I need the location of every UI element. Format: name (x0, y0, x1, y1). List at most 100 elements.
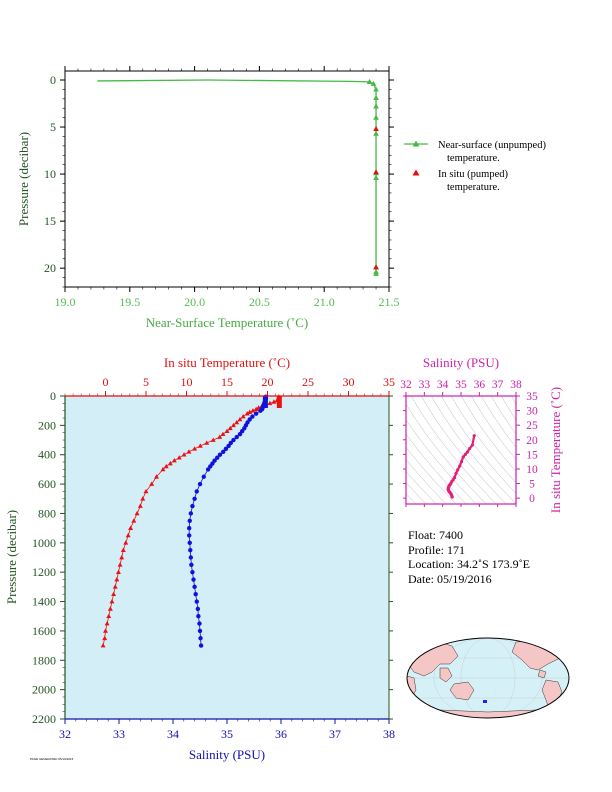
salinity-tick-label: 36 (275, 727, 287, 741)
temperature-tick-label: 25 (302, 375, 314, 389)
salinity-point (250, 414, 255, 419)
temperature-point (220, 431, 226, 436)
temperature-surface-marker (276, 396, 282, 408)
temperature-point (106, 613, 112, 619)
temperature-point (102, 635, 108, 641)
ts-ticks: 32 33 34 35 36 37 38 0 5 10 15 20 25 30 35 (400, 379, 538, 507)
density-contour (406, 446, 457, 504)
temperature-point (234, 419, 240, 425)
ts-point (458, 464, 462, 468)
temperature-point (267, 400, 273, 406)
temperature-point (181, 452, 187, 457)
salinity-point (192, 496, 197, 501)
salinity-point (221, 449, 226, 454)
temperature-point (163, 463, 169, 469)
temperature-point (167, 460, 173, 466)
near-surface-y-tick-label: 15 (44, 214, 56, 228)
pressure-tick-label: 1200 (32, 565, 56, 579)
temperature-point (256, 405, 262, 410)
salinity-point (193, 592, 198, 597)
salinity-point (190, 503, 195, 509)
temperature-point (160, 466, 166, 472)
ts-y-tick-label: 0 (529, 493, 535, 505)
salinity-point (187, 533, 192, 538)
temperature-point (109, 598, 115, 604)
map-outline (406, 637, 570, 719)
near-surface-frame (64, 70, 390, 288)
near-surface-data (97, 78, 379, 276)
ts-density-contours (406, 396, 516, 504)
ts-point (456, 468, 460, 472)
legend: Near-surface (unpumped) temperature. In … (404, 140, 546, 193)
temperature-point (224, 428, 230, 434)
ts-point (470, 443, 474, 447)
near-surface-y-tick-label: 20 (44, 261, 56, 275)
temperature-point (271, 399, 277, 404)
in-situ-point (373, 169, 379, 175)
ts-point (465, 450, 470, 454)
temperature-point (171, 458, 177, 463)
ts-x-tick-label: 38 (510, 379, 522, 391)
salinity-surface-marker (262, 396, 268, 408)
near-surface-point (373, 94, 379, 100)
temperature-point (134, 510, 140, 516)
ts-x-tick-label: 33 (419, 379, 431, 391)
ts-x-tick-label: 35 (455, 379, 467, 391)
ts-y-tick-label: 5 (529, 479, 535, 491)
salinity-point (197, 628, 203, 634)
pressure-tick-label: 0 (50, 389, 56, 403)
density-contour (461, 396, 516, 472)
float-location-marker (483, 700, 487, 703)
ts-diagram: 32 33 34 35 36 37 38 0 5 10 15 20 25 30 35 Salinity (P… (400, 355, 563, 513)
salinity-tick-label: 34 (167, 727, 179, 741)
density-contour (501, 396, 516, 421)
ts-background (406, 396, 516, 504)
near-surface-ticks: 19.0 19.5 20.0 20.5 21.0 21.5 0 5 10 15 20 (44, 66, 400, 309)
temperature-point (112, 584, 118, 589)
profile-panel: 32 33 34 35 36 37 38 0 5 10 15 20 25 30 35 0 200 400 600 80… (4, 355, 395, 762)
density-contour (451, 396, 516, 483)
temperature-tick-label: 15 (221, 375, 233, 389)
ts-x-tick-label: 37 (492, 379, 504, 391)
salinity-point (194, 489, 199, 494)
near-surface-x-tick-label: 21.5 (379, 295, 400, 309)
legend-in-situ-marker (412, 169, 420, 176)
salinity-point (198, 636, 203, 641)
legend-in-situ-label-1: In situ (pumped) (438, 169, 508, 180)
salinity-point (188, 511, 194, 516)
salinity-tick-label: 33 (113, 727, 125, 741)
pressure-tick-label: 2200 (32, 712, 56, 726)
ts-point (468, 446, 472, 451)
density-contour (471, 396, 516, 461)
salinity-point (234, 434, 239, 440)
ts-point (463, 452, 467, 456)
density-contour (511, 396, 516, 405)
pressure-tick-label: 200 (38, 418, 56, 432)
ts-x-tick-label: 34 (437, 379, 449, 391)
near-surface-y-label: Pressure (decibar) (16, 132, 31, 226)
density-contour (491, 396, 516, 435)
float-location: Location: 34.2˚S 173.9˚E (408, 557, 530, 571)
temperature-point (253, 406, 259, 412)
pressure-tick-label: 800 (38, 506, 56, 520)
near-surface-x-tick-label: 19.0 (55, 295, 76, 309)
salinity-axis-label: Salinity (PSU) (189, 747, 265, 762)
salinity-point (253, 411, 259, 416)
temperature-point (120, 547, 126, 552)
ts-x-label: Salinity (PSU) (423, 355, 499, 370)
near-surface-point (373, 86, 379, 92)
in-situ-point (373, 264, 379, 270)
salinity-point (215, 455, 220, 460)
float-info: Float: 7400 Profile: 171 Location: 34.2˚… (408, 528, 530, 586)
temperature-point (117, 562, 123, 567)
temperature-point (107, 606, 113, 611)
density-contour (406, 403, 487, 504)
salinity-tick-label: 37 (329, 727, 341, 741)
temperature-point (210, 437, 216, 442)
ts-y-tick-label: 20 (526, 435, 538, 447)
near-surface-point (366, 78, 373, 84)
near-surface-point (373, 174, 379, 180)
density-contour (406, 419, 477, 504)
ts-y-tick-label: 10 (526, 464, 538, 476)
footer-note: PAGE GENERATED 05/19/2016 (30, 757, 74, 761)
